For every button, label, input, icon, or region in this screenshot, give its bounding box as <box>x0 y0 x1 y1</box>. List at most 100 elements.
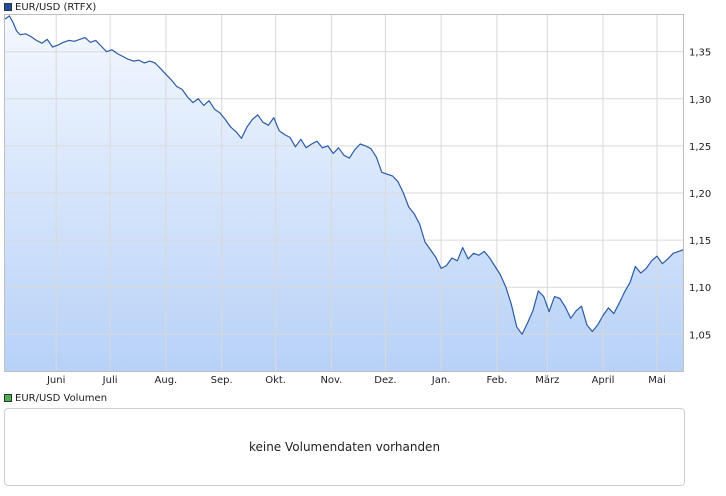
price-point <box>624 291 625 292</box>
price-point <box>602 315 603 316</box>
y-tick-label: 1,15 <box>689 236 711 247</box>
price-point <box>106 51 107 52</box>
x-tick-label: Nov. <box>320 375 342 386</box>
price-point <box>333 153 334 154</box>
price-point <box>160 68 161 69</box>
price-point <box>230 127 231 128</box>
price-point <box>592 331 593 332</box>
volume-panel: keine Volumendaten vorhanden <box>4 408 685 486</box>
price-point <box>360 143 361 144</box>
price-point <box>678 251 679 252</box>
price-point <box>656 256 657 257</box>
price-point <box>397 181 398 182</box>
price-point <box>511 304 512 305</box>
price-point <box>570 318 571 319</box>
price-chart: 1,05 1,10 1,15 1,20 1,25 1,30 1,35 Juni Juli Aug.… <box>3 14 711 386</box>
price-point <box>198 98 199 99</box>
price-point <box>262 122 263 123</box>
price-point <box>182 89 183 90</box>
price-point <box>257 114 258 115</box>
plot-border <box>4 14 684 372</box>
price-point <box>36 40 37 41</box>
price-point <box>543 296 544 297</box>
price-point <box>225 119 226 120</box>
price-point <box>9 15 10 16</box>
price-point <box>192 102 193 103</box>
price-point <box>586 324 587 325</box>
price-point <box>176 86 177 87</box>
price-point <box>155 62 156 63</box>
price-point <box>16 30 17 31</box>
price-point <box>279 130 280 131</box>
price-area <box>4 15 684 373</box>
x-tick-label: Aug. <box>155 375 178 386</box>
price-point <box>619 303 620 304</box>
price-point <box>489 257 490 258</box>
price-point <box>63 42 64 43</box>
price-point <box>209 100 210 101</box>
price-point <box>370 148 371 149</box>
price-point <box>214 109 215 110</box>
price-point <box>419 224 420 225</box>
y-tick-label: 1,35 <box>689 48 711 59</box>
price-point <box>128 59 129 60</box>
price-point <box>392 175 393 176</box>
price-point <box>252 119 253 120</box>
price-point <box>171 79 172 80</box>
price-point <box>300 139 301 140</box>
y-tick-label: 1,10 <box>689 283 711 294</box>
price-point <box>462 247 463 248</box>
price-point <box>138 60 139 61</box>
price-point <box>295 146 296 147</box>
price-point <box>629 282 630 283</box>
price-point <box>316 141 317 142</box>
x-tick-label: Mai <box>648 375 666 386</box>
price-point <box>651 260 652 261</box>
x-tick-label: Dez. <box>374 375 396 386</box>
price-point <box>451 257 452 258</box>
price-point <box>306 147 307 148</box>
price-point <box>559 298 560 299</box>
price-point <box>149 61 150 62</box>
price-point <box>133 61 134 62</box>
price-point <box>446 265 447 266</box>
price-point <box>430 249 431 250</box>
price-point <box>25 33 26 34</box>
y-tick-label: 1,25 <box>689 142 711 153</box>
price-point <box>327 145 328 146</box>
price-point <box>576 310 577 311</box>
x-tick-label: Feb. <box>486 375 507 386</box>
price-point <box>478 255 479 256</box>
price-point <box>284 134 285 135</box>
price-point <box>538 290 539 291</box>
price-point <box>581 306 582 307</box>
price-point <box>495 266 496 267</box>
price-legend: EUR/USD (RTFX) <box>4 0 96 14</box>
price-point <box>241 138 242 139</box>
price-point <box>289 137 290 138</box>
price-point <box>20 34 21 35</box>
price-point <box>30 36 31 37</box>
x-tick-label: März <box>535 375 559 386</box>
price-point <box>246 127 247 128</box>
price-point <box>532 310 533 311</box>
price-point <box>435 257 436 258</box>
price-point <box>322 147 323 148</box>
price-point <box>68 40 69 41</box>
price-point <box>673 253 674 254</box>
price-point <box>554 296 555 297</box>
price-point <box>381 172 382 173</box>
price-point <box>403 192 404 193</box>
price-point <box>57 45 58 46</box>
x-tick-label: April <box>592 375 615 386</box>
no-volume-message: keine Volumendaten vorhanden <box>248 440 441 454</box>
price-point <box>414 213 415 214</box>
price-point <box>101 45 102 46</box>
price-point <box>12 22 13 23</box>
price-point <box>500 274 501 275</box>
price-point <box>484 251 485 252</box>
y-tick-label: 1,05 <box>689 330 711 341</box>
price-point <box>505 287 506 288</box>
price-point <box>84 37 85 38</box>
price-point <box>79 39 80 40</box>
